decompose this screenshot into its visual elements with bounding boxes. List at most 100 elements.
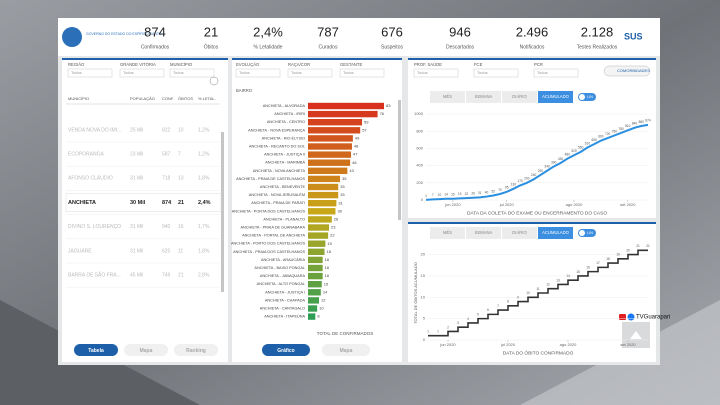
bar bbox=[308, 127, 361, 134]
dropdown[interactable] bbox=[235, 68, 281, 78]
bar-label: ANCHIETA - ARAUCÁRIA bbox=[261, 258, 305, 262]
dropdown[interactable] bbox=[473, 68, 519, 78]
table-cell: DIVINO S. LOURENÇO bbox=[68, 224, 121, 230]
filter-reset[interactable] bbox=[209, 76, 219, 86]
bar bbox=[308, 102, 384, 110]
tab-button[interactable] bbox=[74, 344, 118, 356]
bar bbox=[308, 119, 363, 126]
dropdown-value: Todos bbox=[537, 70, 548, 75]
x-tick-label: set 2020 bbox=[620, 202, 636, 207]
y-tick-label: 200 bbox=[416, 180, 423, 185]
stat-label: Óbitos bbox=[204, 43, 219, 50]
bar-label: ANCHIETA - PONTA DOS CASTELHANOS bbox=[232, 209, 306, 213]
tab[interactable] bbox=[430, 227, 465, 239]
table-cell: VENDA NOVA DO IMI... bbox=[68, 127, 121, 133]
tab[interactable] bbox=[466, 91, 501, 103]
stat-label: Suspeitos bbox=[381, 44, 403, 50]
dropdown[interactable] bbox=[413, 68, 459, 78]
dropdown[interactable] bbox=[67, 68, 113, 78]
bar-label: ANCHIETA - RIO ÉLYSIO bbox=[262, 135, 305, 140]
bar-label: ANCHIETA - CANTAGALO bbox=[260, 307, 305, 311]
y-tick-label: 400 bbox=[416, 163, 423, 168]
data-label: 170 bbox=[518, 179, 524, 183]
bar-value: 31 bbox=[338, 200, 343, 205]
x-axis-label: TOTAL DE CONFIRMADOS bbox=[317, 331, 373, 336]
column-header: CONF. bbox=[162, 96, 174, 101]
bar-value: 22 bbox=[330, 233, 335, 238]
dropdown[interactable] bbox=[169, 68, 215, 78]
table-cell: 874 bbox=[162, 200, 172, 206]
bar bbox=[308, 313, 316, 320]
table-cell: 23 Mil bbox=[130, 152, 143, 158]
bar bbox=[308, 159, 351, 166]
tab-button[interactable] bbox=[262, 344, 310, 356]
data-label: 290 bbox=[538, 169, 544, 173]
bar-value: 18 bbox=[326, 249, 331, 254]
bar bbox=[308, 264, 323, 272]
data-label: 340 bbox=[544, 165, 550, 169]
bar-value: 14 bbox=[323, 289, 328, 294]
stat-label: Curados bbox=[319, 44, 338, 50]
stat-value: 2,4% bbox=[253, 24, 283, 39]
table-cell: 822 bbox=[162, 127, 171, 133]
x-tick-label: jul 2020 bbox=[499, 202, 515, 207]
tab[interactable] bbox=[502, 227, 537, 239]
bar bbox=[308, 281, 322, 288]
x-tick-label: jun 2020 bbox=[444, 202, 461, 207]
bar-value: 76 bbox=[380, 111, 385, 116]
dropdown[interactable] bbox=[339, 68, 385, 78]
bar bbox=[308, 208, 336, 215]
data-label: 560 bbox=[578, 146, 584, 150]
data-label: 720 bbox=[605, 132, 611, 136]
data-label: 40 bbox=[485, 190, 489, 194]
bar-label: ANCHIETA - IRIRI bbox=[274, 112, 305, 116]
tab-button[interactable] bbox=[174, 344, 218, 356]
tab[interactable] bbox=[466, 227, 501, 239]
scrollbar[interactable] bbox=[398, 100, 401, 220]
data-label: 240 bbox=[531, 173, 537, 177]
bar-label: ANCHIETA - PLANALTO bbox=[263, 217, 305, 221]
bar bbox=[308, 175, 341, 183]
tab-label: ACUMULADO bbox=[542, 230, 569, 235]
stat-label: Confirmados bbox=[141, 44, 170, 50]
tab[interactable] bbox=[502, 91, 537, 103]
dropdown[interactable] bbox=[119, 68, 165, 78]
table-cell: 7 bbox=[178, 152, 181, 158]
scrollbar[interactable] bbox=[221, 132, 224, 292]
tab[interactable] bbox=[430, 91, 465, 103]
bar-label: ANCHIETA - BAIXO PONGAL bbox=[254, 266, 305, 270]
filter-label: EVOLUÇÃO bbox=[236, 62, 260, 67]
y-axis-label: TOTAL DE ÓBITOS ACUMULADO bbox=[413, 262, 418, 324]
y-tick-label: 0 bbox=[423, 337, 426, 342]
tab-button[interactable] bbox=[322, 344, 370, 356]
x-tick-label: set 2020 bbox=[620, 342, 636, 347]
panel-accent bbox=[408, 222, 656, 224]
data-label: 26 bbox=[471, 192, 475, 196]
stat-value: 2.496 bbox=[516, 24, 549, 39]
data-label: 1 bbox=[437, 330, 439, 334]
y-tick-label: 10 bbox=[421, 294, 426, 299]
dropdown[interactable] bbox=[533, 68, 579, 78]
data-label: 15 bbox=[576, 270, 580, 274]
tab[interactable] bbox=[538, 91, 573, 103]
bar-label: ANCHIETA - PRAIA DE GUANABARA bbox=[241, 226, 306, 230]
dropdown[interactable] bbox=[287, 68, 333, 78]
data-label: 31 bbox=[478, 191, 482, 195]
comorbidades-button[interactable] bbox=[603, 65, 651, 77]
tab[interactable] bbox=[538, 227, 573, 239]
filter-label: PCR bbox=[534, 62, 543, 67]
toggle-knob bbox=[579, 94, 585, 100]
button-label: Mapa bbox=[140, 348, 153, 354]
data-label: 7 bbox=[497, 304, 499, 308]
x-axis-label: DATA DA COLETA DO EXAME OU ENCERRAMENTO … bbox=[467, 210, 607, 216]
bar-label: ANCHIETA - BENEVENTE bbox=[260, 185, 306, 189]
logo-text: GOVERNO DO ESTADO DO ESPÍRITO SANTO bbox=[86, 32, 162, 36]
stat-value: 2.128 bbox=[581, 24, 614, 39]
data-label: 14 bbox=[444, 193, 448, 197]
stat-label: Descartados bbox=[446, 44, 475, 50]
bar-value: 43 bbox=[349, 168, 354, 173]
tab-button[interactable] bbox=[124, 344, 168, 356]
data-label: 13 bbox=[556, 278, 560, 282]
bar-value: 46 bbox=[352, 160, 357, 165]
selected-row bbox=[65, 193, 222, 212]
